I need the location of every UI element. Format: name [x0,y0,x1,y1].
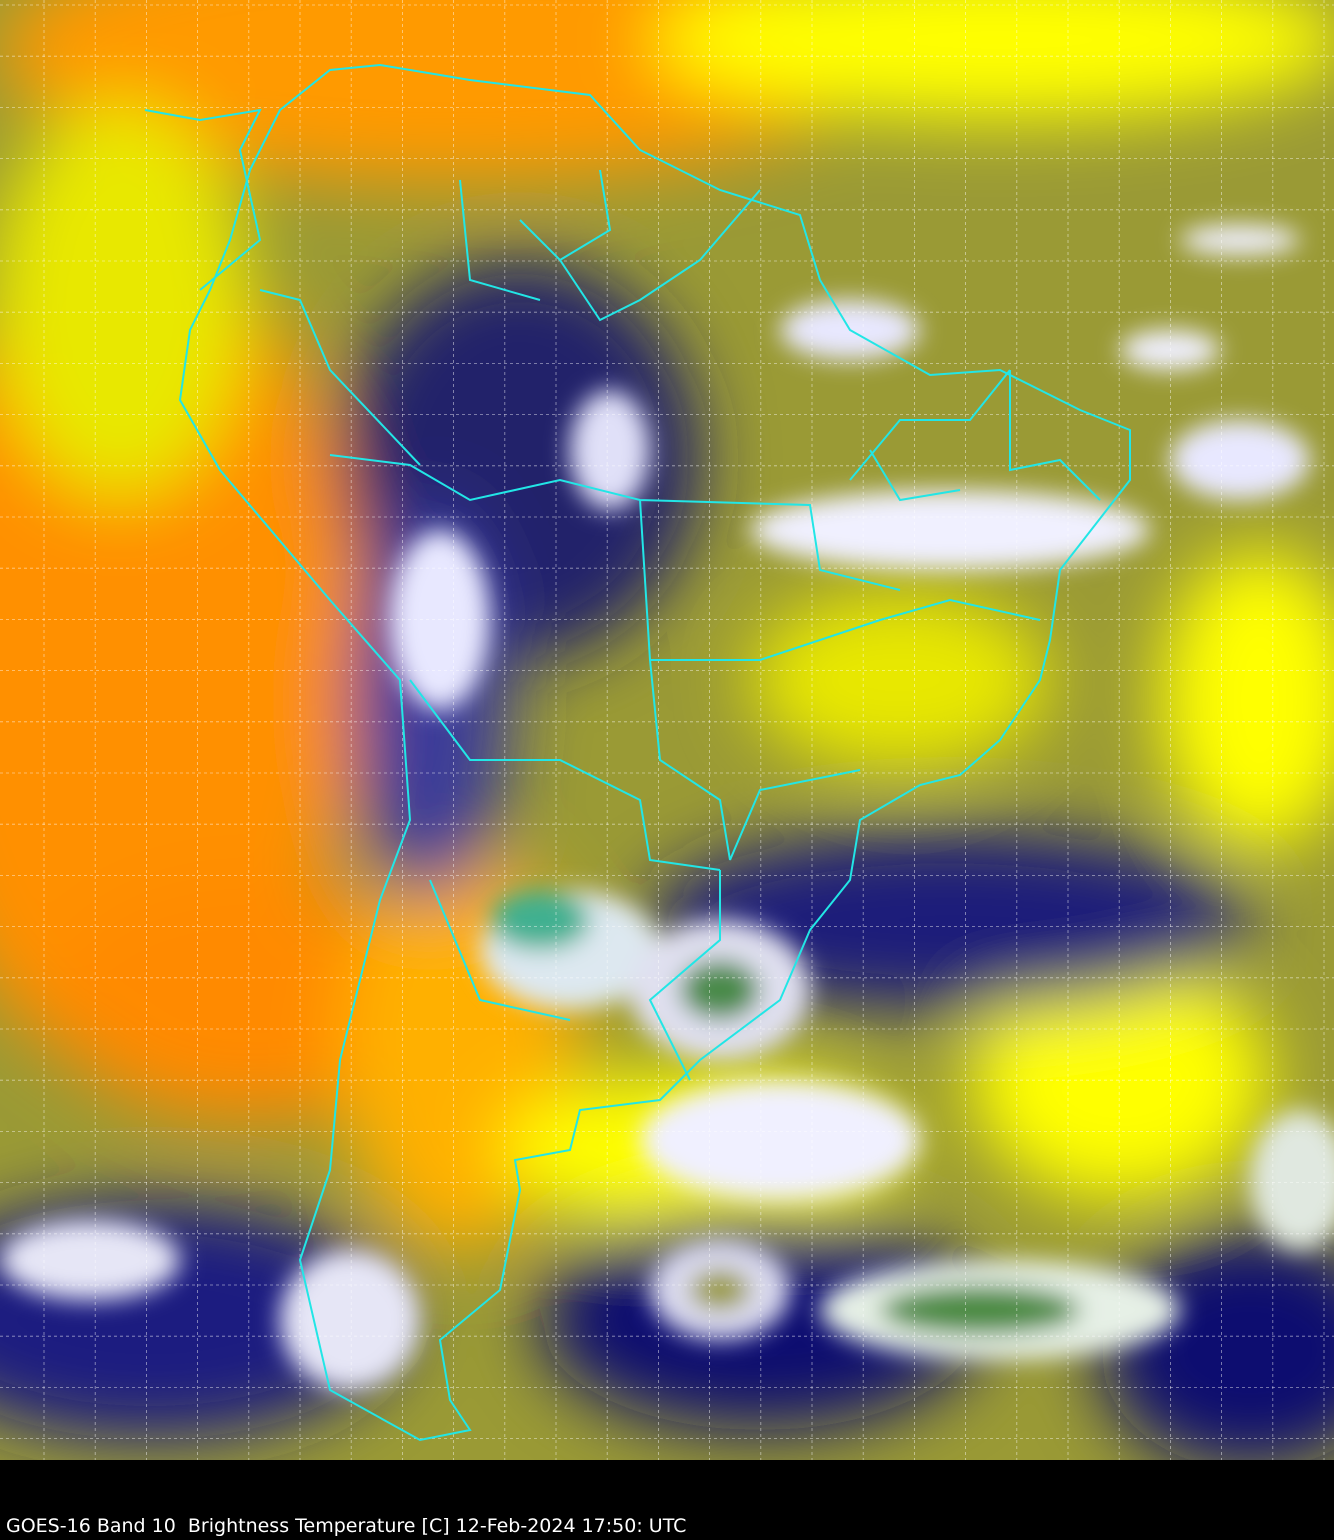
image-caption: GOES-16 Band 10 Brightness Temperature [… [6,1515,687,1537]
country-borders [144,63,1131,1442]
internal-borders [259,169,1101,1081]
lat-lon-grid [0,0,1334,1460]
temperature-field [0,0,1334,1460]
satellite-image [0,0,1334,1460]
south-america-outline [178,63,1131,1442]
cloud-tops [0,225,1334,1390]
